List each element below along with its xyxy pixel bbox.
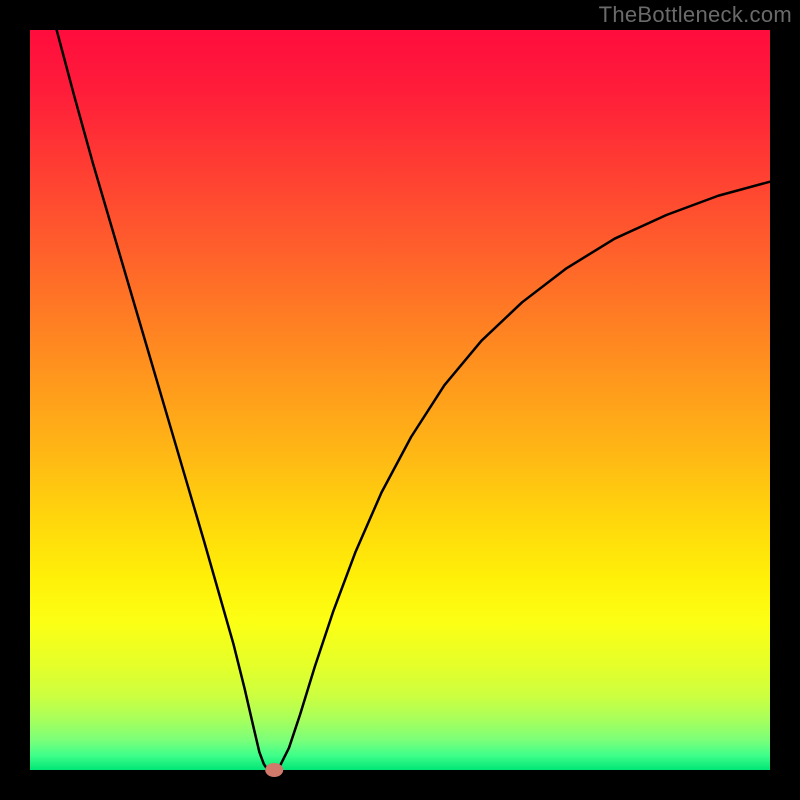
watermark-text: TheBottleneck.com [599,2,792,28]
optimal-point-marker [265,763,283,777]
chart-container: TheBottleneck.com [0,0,800,800]
chart-svg [0,0,800,800]
